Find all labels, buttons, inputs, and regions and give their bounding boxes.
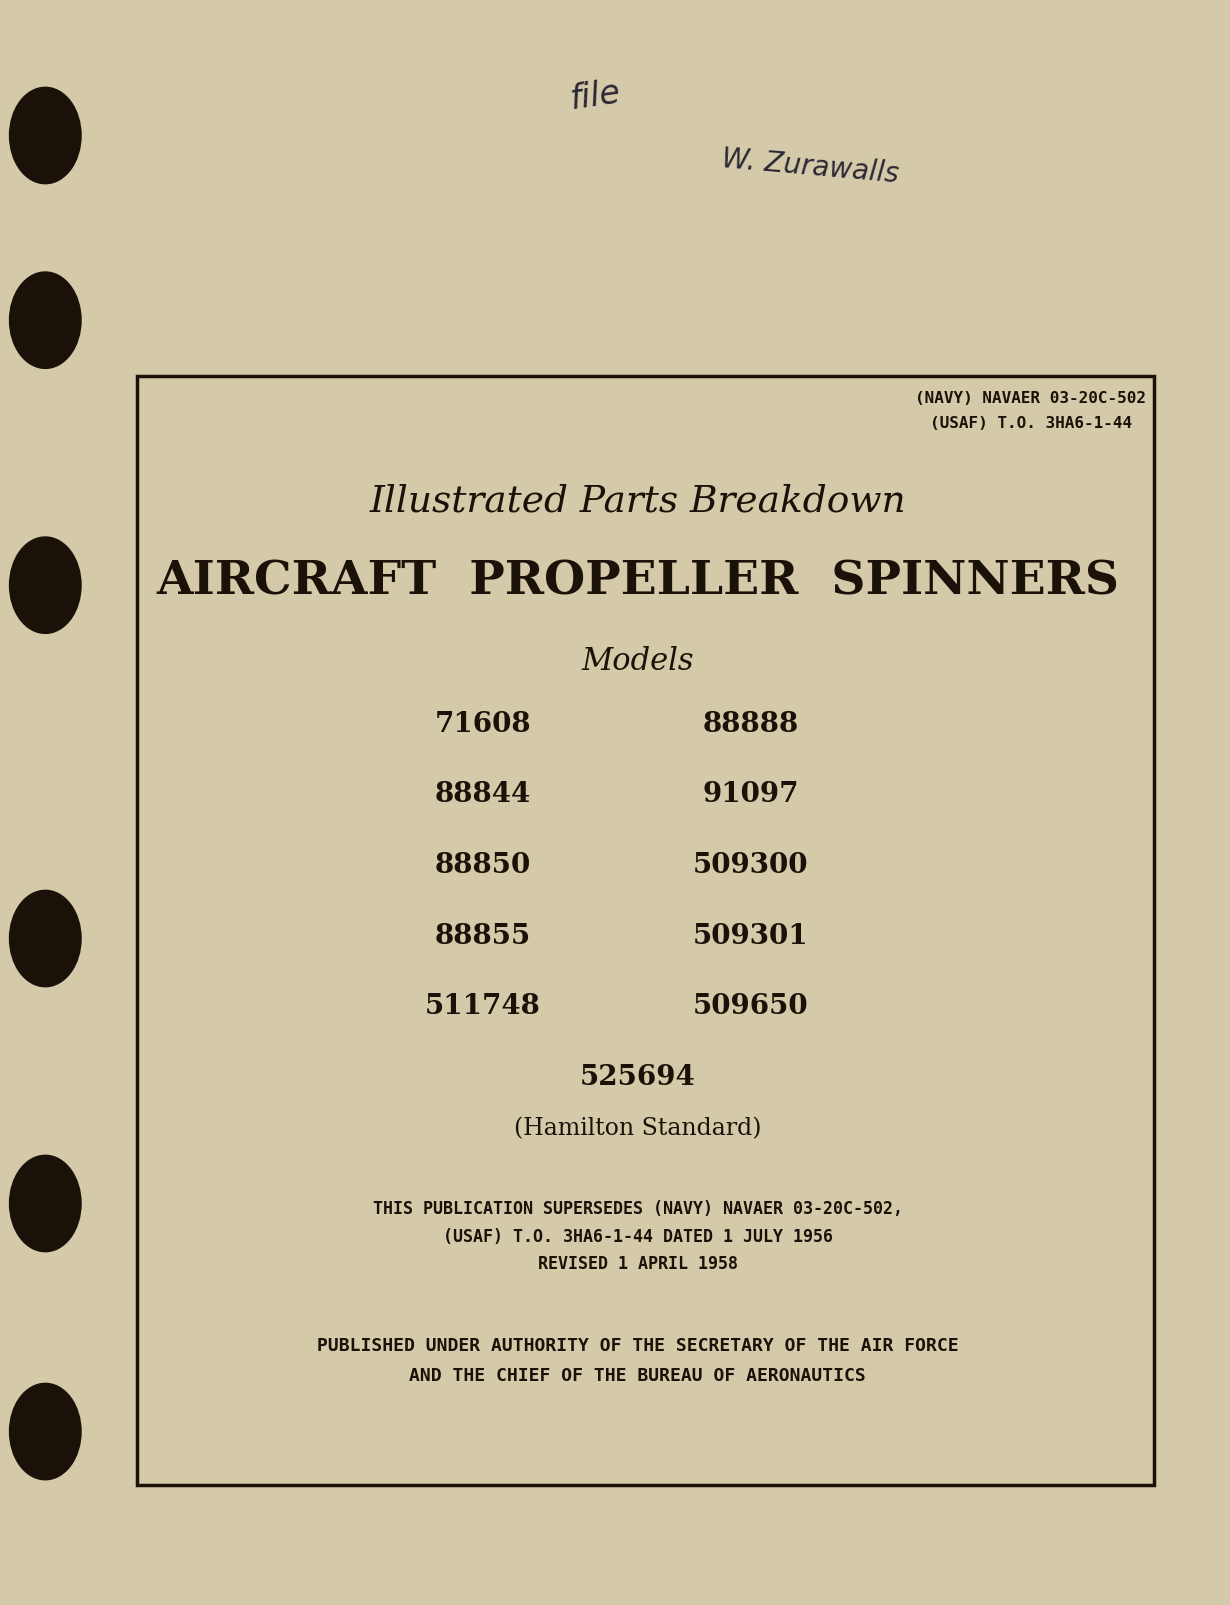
Text: (USAF) T.O. 3HA6-1-44 DATED 1 JULY 1956: (USAF) T.O. 3HA6-1-44 DATED 1 JULY 1956	[443, 1226, 833, 1245]
Text: 88855: 88855	[434, 923, 531, 949]
Text: THIS PUBLICATION SUPERSEDES (NAVY) NAVAER 03-20C-502,: THIS PUBLICATION SUPERSEDES (NAVY) NAVAE…	[373, 1199, 903, 1218]
Text: 511748: 511748	[424, 993, 541, 1019]
Text: 88844: 88844	[434, 782, 531, 807]
Circle shape	[10, 273, 81, 369]
Text: REVISED 1 APRIL 1958: REVISED 1 APRIL 1958	[538, 1254, 738, 1273]
Text: Models: Models	[582, 645, 694, 677]
Text: AND THE CHIEF OF THE BUREAU OF AERONAUTICS: AND THE CHIEF OF THE BUREAU OF AERONAUTI…	[410, 1366, 866, 1385]
Text: 509300: 509300	[692, 852, 808, 878]
Circle shape	[10, 88, 81, 185]
Text: 509650: 509650	[692, 993, 808, 1019]
Text: 509301: 509301	[692, 923, 808, 949]
Text: 88888: 88888	[702, 711, 800, 737]
Text: 88850: 88850	[434, 852, 531, 878]
Text: Illustrated Parts Breakdown: Illustrated Parts Breakdown	[369, 483, 907, 518]
Circle shape	[10, 1156, 81, 1252]
Text: (Hamilton Standard): (Hamilton Standard)	[514, 1117, 761, 1140]
Text: 71608: 71608	[434, 711, 531, 737]
Text: PUBLISHED UNDER AUTHORITY OF THE SECRETARY OF THE AIR FORCE: PUBLISHED UNDER AUTHORITY OF THE SECRETA…	[317, 1335, 958, 1355]
Text: W. Zurawalls: W. Zurawalls	[721, 144, 900, 189]
Text: file: file	[568, 77, 624, 116]
Text: (USAF) T.O. 3HA6-1-44: (USAF) T.O. 3HA6-1-44	[930, 416, 1132, 432]
Text: 91097: 91097	[702, 782, 800, 807]
Circle shape	[10, 891, 81, 987]
Text: (NAVY) NAVAER 03-20C-502: (NAVY) NAVAER 03-20C-502	[915, 390, 1146, 406]
Circle shape	[10, 538, 81, 634]
Bar	[137, 377, 1154, 1485]
Text: AIRCRAFT  PROPELLER  SPINNERS: AIRCRAFT PROPELLER SPINNERS	[156, 559, 1119, 603]
Text: 525694: 525694	[579, 1064, 695, 1090]
Circle shape	[10, 1384, 81, 1480]
